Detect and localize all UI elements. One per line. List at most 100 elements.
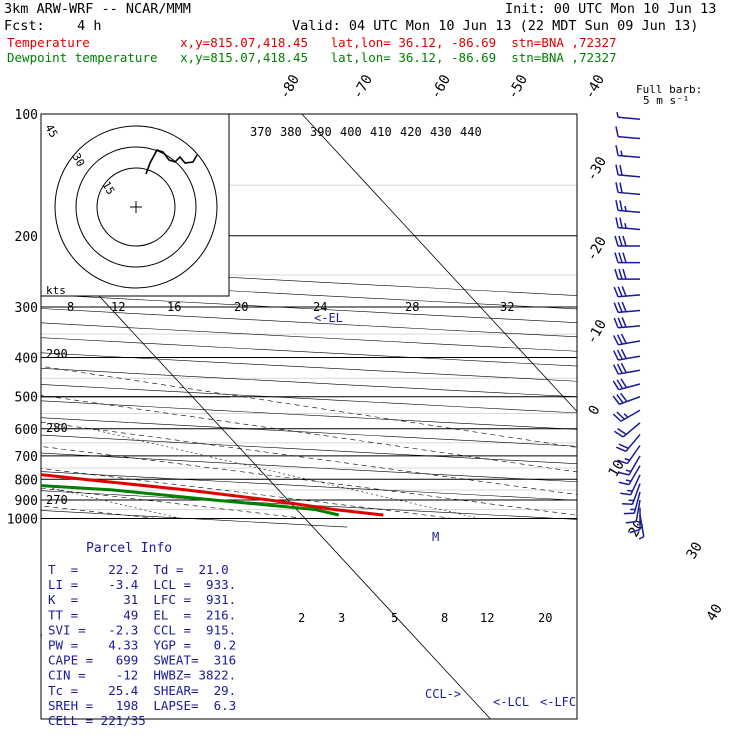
- wind-barb-flag: [616, 349, 623, 360]
- wind-barb: [638, 514, 645, 540]
- wind-barb-flag: [616, 363, 623, 374]
- mixing-ratio-label: 8: [441, 611, 448, 625]
- dry-adiabat: [41, 266, 577, 296]
- dewpoint-legend: Dewpoint temperature x,y=815.07,418.45 l…: [7, 50, 617, 65]
- wind-barb-flag: [620, 392, 628, 402]
- wind-barb-flag: [614, 268, 619, 280]
- hodograph-axis-label: 24: [313, 300, 327, 314]
- wind-barb-flag: [616, 379, 624, 390]
- wind-barb: [612, 348, 641, 361]
- model-title: 3km ARW-WRF -- NCAR/MMM: [4, 1, 191, 17]
- wind-barb-half: [620, 150, 623, 156]
- plot-frame: [40, 113, 578, 720]
- wind-barb-half: [625, 469, 632, 473]
- wind-barb-flag: [617, 317, 623, 328]
- hodograph-ring-label: 15: [99, 179, 117, 197]
- wind-barb: [625, 499, 641, 524]
- wind-barb-flag: [614, 252, 619, 263]
- parcel-info-panel: [42, 538, 229, 718]
- hodograph-box: [40, 113, 230, 297]
- wind-barb-flag: [612, 380, 620, 391]
- wind-barb-flag: [612, 335, 620, 346]
- init-time: Init: 00 UTC Mon 10 Jun 13: [505, 1, 717, 17]
- wind-legend-unit: 5 m s⁻¹: [643, 94, 689, 107]
- isotherm-label: 30: [684, 539, 706, 562]
- wind-barb-flag: [617, 302, 623, 313]
- parcel-info-row: CELL = 221/35: [48, 713, 146, 728]
- moist-adiabat: [41, 446, 577, 516]
- theta-e-label: 440: [460, 125, 482, 139]
- wind-barb-flag: [612, 395, 620, 405]
- theta-label: 270: [46, 493, 68, 507]
- theta-label: 280: [46, 421, 68, 435]
- wind-barb-flag: [617, 428, 627, 436]
- wind-barb-flag: [615, 200, 619, 211]
- wind-barb-flag: [617, 459, 628, 465]
- wind-barb-flag: [618, 471, 630, 476]
- wind-barb: [614, 422, 641, 438]
- wind-barb-flag: [612, 350, 620, 361]
- mixing-ratio-line: [90, 428, 481, 519]
- wind-barb-staff: [618, 116, 641, 120]
- wind-barb: [612, 392, 641, 405]
- wind-barb-flag: [612, 364, 620, 375]
- wind-barb: [615, 217, 641, 231]
- wind-barb: [618, 465, 641, 486]
- mixing-ratio-label: 12: [480, 611, 494, 625]
- parcel-info-row: K = 31 LFC = 931.: [48, 592, 236, 607]
- parcel-info-row: SVI = -2.3 CCL = 915.: [48, 622, 236, 637]
- isotherm: [301, 114, 577, 413]
- wind-barb-flag: [620, 348, 627, 359]
- wind-barb-flag: [618, 252, 623, 263]
- wind-barb-flag: [618, 235, 623, 247]
- parcel-info-row: PW = 4.33 YGP = 0.2: [48, 638, 236, 653]
- theta-e-label: 430: [430, 125, 452, 139]
- wind-barb: [615, 145, 641, 159]
- isotherm-label: 40: [704, 601, 726, 624]
- wind-barb-staff: [618, 135, 641, 140]
- theta-e-label: 390: [310, 125, 332, 139]
- dry-adiabat: [41, 471, 577, 501]
- wind-barb-half: [638, 535, 645, 540]
- mixing-ratio-label: 2: [298, 611, 305, 625]
- mixing-ratio-label: 5: [391, 611, 398, 625]
- wind-barb: [615, 164, 641, 178]
- hodograph-axis-label: 20: [234, 300, 248, 314]
- wind-barb-half: [624, 223, 627, 229]
- m-marker: M: [432, 530, 439, 544]
- wind-barb: [614, 235, 640, 247]
- isotherm-label: -80: [277, 72, 304, 102]
- wind-barb-flag: [614, 430, 624, 438]
- wind-barb-flag: [621, 286, 627, 297]
- wind-barb: [612, 333, 641, 346]
- ccl-marker: CCL->: [425, 687, 461, 701]
- parcel-info-row: SREH = 198 LAPSE= 6.3: [48, 698, 236, 713]
- wind-barb-flag: [625, 520, 637, 524]
- pressure-label: 500: [15, 391, 38, 406]
- temperature-legend: Temperature x,y=815.07,418.45 lat,lon= 3…: [7, 35, 617, 50]
- parcel-info-row: T = 22.2 Td = 21.0: [48, 562, 229, 577]
- hodograph-ring-label: 30: [69, 151, 87, 169]
- moist-adiabat: [0, 236, 8, 519]
- wind-barb-flag: [616, 334, 623, 345]
- wind-barb-flag: [622, 268, 627, 280]
- hodograph-axis-label: 32: [500, 300, 514, 314]
- el-marker: <-EL: [314, 311, 343, 325]
- wind-barb-flag: [618, 443, 629, 450]
- mixing-ratio-label: 3: [338, 611, 345, 625]
- pressure-label: 700: [15, 450, 38, 465]
- wind-barb: [618, 455, 641, 476]
- theta-label: 290: [46, 347, 68, 361]
- wind-barb-flag: [620, 492, 631, 496]
- theta-e-label: 420: [400, 125, 422, 139]
- pressure-label: 600: [15, 423, 38, 438]
- wind-barb: [615, 126, 641, 140]
- dry-adiabat: [41, 490, 577, 520]
- wind-barb: [614, 268, 640, 280]
- theta-e-label: 410: [370, 125, 392, 139]
- wind-barb-flag: [615, 126, 619, 137]
- pressure-label: 100: [15, 108, 38, 123]
- wind-legend-title: Full barb:: [636, 83, 702, 96]
- mixing-ratio-label: 20: [538, 611, 552, 625]
- theta-e-label: 380: [280, 125, 302, 139]
